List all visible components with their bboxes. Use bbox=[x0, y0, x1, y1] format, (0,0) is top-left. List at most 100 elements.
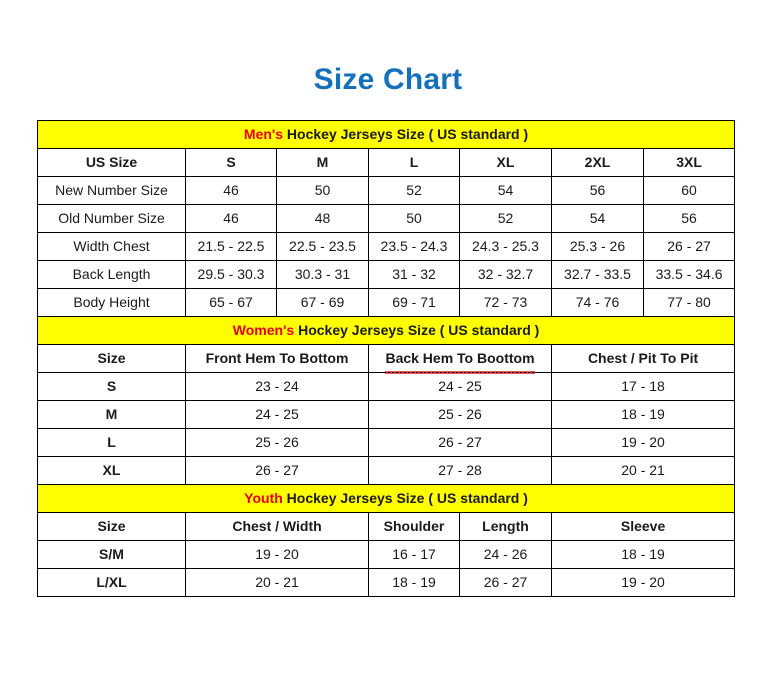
womens-col-head-0: Size bbox=[37, 344, 186, 373]
youth-header-row: Size Chest / Width Shoulder Length Sleev… bbox=[37, 512, 736, 541]
youth-row-0-val-2: 24 - 26 bbox=[459, 540, 552, 569]
youth-banner-accent: Youth bbox=[244, 490, 283, 506]
mens-row-1-val-2: 50 bbox=[368, 204, 460, 233]
mens-row-4-val-5: 77 - 80 bbox=[642, 288, 736, 317]
mens-row-2-val-0: 21.5 - 22.5 bbox=[185, 232, 277, 261]
mens-banner-accent: Men's bbox=[243, 126, 284, 142]
womens-section-banner: Women's Hockey Jerseys Size ( US standar… bbox=[36, 316, 736, 345]
youth-row-0-val-1: 16 - 17 bbox=[368, 540, 460, 569]
youth-col-head-2: Shoulder bbox=[368, 512, 460, 541]
youth-row-1-val-0: 20 - 21 bbox=[185, 568, 369, 597]
mens-row-0-val-4: 56 bbox=[551, 176, 644, 205]
mens-row-3-val-1: 30.3 - 31 bbox=[276, 260, 369, 289]
mens-row-0-val-1: 50 bbox=[276, 176, 369, 205]
mens-banner-row: Men's Hockey Jerseys Size ( US standard … bbox=[36, 120, 736, 149]
mens-row-2-val-5: 26 - 27 bbox=[642, 232, 736, 261]
mens-row-4-val-2: 69 - 71 bbox=[368, 288, 460, 317]
table-row: M 24 - 25 25 - 26 18 - 19 bbox=[37, 400, 736, 429]
womens-row-0-val-2: 17 - 18 bbox=[550, 372, 736, 401]
mens-section-banner: Men's Hockey Jerseys Size ( US standard … bbox=[36, 120, 736, 149]
womens-col-head-1: Front Hem To Bottom bbox=[185, 344, 369, 373]
youth-col-head-3: Length bbox=[459, 512, 552, 541]
youth-row-0-val-3: 18 - 19 bbox=[550, 540, 736, 569]
mens-row-3-val-4: 32.7 - 33.5 bbox=[551, 260, 644, 289]
mens-row-4-label: Body Height bbox=[37, 288, 186, 317]
youth-col-head-4: Sleeve bbox=[550, 512, 736, 541]
mens-row-0-val-5: 60 bbox=[642, 176, 736, 205]
womens-row-0-val-0: 23 - 24 bbox=[185, 372, 369, 401]
womens-header-row: Size Front Hem To Bottom Back Hem To Boo… bbox=[37, 344, 736, 374]
youth-row-1-val-3: 19 - 20 bbox=[550, 568, 736, 597]
mens-row-2-val-4: 25.3 - 26 bbox=[551, 232, 644, 261]
womens-row-3-label: XL bbox=[37, 456, 186, 485]
mens-col-head-0: US Size bbox=[37, 148, 186, 177]
table-row: L 25 - 26 26 - 27 19 - 20 bbox=[37, 428, 736, 457]
mens-col-head-3: L bbox=[368, 148, 460, 177]
mens-row-4-val-1: 67 - 69 bbox=[276, 288, 369, 317]
youth-row-0-label: S/M bbox=[37, 540, 186, 569]
mens-row-0-val-3: 54 bbox=[459, 176, 552, 205]
womens-row-3-val-0: 26 - 27 bbox=[185, 456, 369, 485]
mens-row-3-val-5: 33.5 - 34.6 bbox=[642, 260, 736, 289]
page-title: Size Chart bbox=[313, 63, 463, 96]
womens-row-1-label: M bbox=[37, 400, 186, 429]
womens-row-1-val-1: 25 - 26 bbox=[368, 400, 552, 429]
table-row: XL 26 - 27 27 - 28 20 - 21 bbox=[37, 456, 736, 485]
mens-row-2-val-2: 23.5 - 24.3 bbox=[368, 232, 460, 261]
mens-row-0-val-0: 46 bbox=[185, 176, 277, 205]
table-row: Body Height 65 - 67 67 - 69 69 - 71 72 -… bbox=[37, 288, 736, 317]
mens-row-3-val-2: 31 - 32 bbox=[368, 260, 460, 289]
youth-section-banner: Youth Hockey Jerseys Size ( US standard … bbox=[36, 484, 736, 513]
womens-row-3-val-1: 27 - 28 bbox=[368, 456, 552, 485]
mens-col-head-1: S bbox=[185, 148, 277, 177]
youth-col-head-0: Size bbox=[37, 512, 186, 541]
womens-row-1-val-2: 18 - 19 bbox=[550, 400, 736, 429]
womens-banner-rest: Hockey Jerseys Size ( US standard ) bbox=[294, 322, 540, 338]
mens-row-3-val-0: 29.5 - 30.3 bbox=[185, 260, 277, 289]
youth-banner-row: Youth Hockey Jerseys Size ( US standard … bbox=[36, 484, 736, 513]
womens-col-head-3: Chest / Pit To Pit bbox=[550, 344, 736, 373]
youth-row-0-val-0: 19 - 20 bbox=[185, 540, 369, 569]
table-row: Back Length 29.5 - 30.3 30.3 - 31 31 - 3… bbox=[37, 260, 736, 289]
mens-row-1-val-1: 48 bbox=[276, 204, 369, 233]
mens-row-1-val-3: 52 bbox=[459, 204, 552, 233]
mens-row-1-val-5: 56 bbox=[642, 204, 736, 233]
mens-row-1-val-4: 54 bbox=[551, 204, 644, 233]
table-row: Width Chest 21.5 - 22.5 22.5 - 23.5 23.5… bbox=[37, 232, 736, 261]
mens-row-4-val-3: 72 - 73 bbox=[459, 288, 552, 317]
mens-row-3-val-3: 32 - 32.7 bbox=[459, 260, 552, 289]
youth-col-head-1: Chest / Width bbox=[185, 512, 369, 541]
table-row: L/XL 20 - 21 18 - 19 26 - 27 19 - 20 bbox=[37, 568, 736, 597]
table-row: Old Number Size 46 48 50 52 54 56 bbox=[37, 204, 736, 233]
mens-header-row: US Size S M L XL 2XL 3XL bbox=[37, 148, 736, 177]
mens-row-4-val-0: 65 - 67 bbox=[185, 288, 277, 317]
womens-row-2-val-1: 26 - 27 bbox=[368, 428, 552, 457]
mens-row-2-label: Width Chest bbox=[37, 232, 186, 261]
mens-row-1-label: Old Number Size bbox=[37, 204, 186, 233]
mens-col-head-4: XL bbox=[459, 148, 552, 177]
womens-row-2-val-0: 25 - 26 bbox=[185, 428, 369, 457]
womens-row-0-val-1: 24 - 25 bbox=[368, 372, 552, 401]
table-row: New Number Size 46 50 52 54 56 60 bbox=[37, 176, 736, 205]
mens-row-4-val-4: 74 - 76 bbox=[551, 288, 644, 317]
size-chart-table-wrapper: Men's Hockey Jerseys Size ( US standard … bbox=[36, 120, 736, 597]
womens-banner-row: Women's Hockey Jerseys Size ( US standar… bbox=[36, 316, 736, 345]
mens-col-head-2: M bbox=[276, 148, 369, 177]
womens-col-head-2-text: Back Hem To Boottom bbox=[385, 345, 535, 374]
womens-row-3-val-2: 20 - 21 bbox=[550, 456, 736, 485]
youth-banner-rest: Hockey Jerseys Size ( US standard ) bbox=[282, 490, 528, 506]
womens-col-head-2: Back Hem To Boottom bbox=[368, 344, 552, 374]
table-row: S 23 - 24 24 - 25 17 - 18 bbox=[37, 372, 736, 401]
womens-row-1-val-0: 24 - 25 bbox=[185, 400, 369, 429]
mens-col-head-5: 2XL bbox=[551, 148, 644, 177]
womens-banner-accent: Women's bbox=[232, 322, 295, 338]
mens-row-2-val-1: 22.5 - 23.5 bbox=[276, 232, 369, 261]
mens-row-0-label: New Number Size bbox=[37, 176, 186, 205]
mens-row-0-val-2: 52 bbox=[368, 176, 460, 205]
mens-col-head-6: 3XL bbox=[642, 148, 736, 177]
mens-row-1-val-0: 46 bbox=[185, 204, 277, 233]
table-row: S/M 19 - 20 16 - 17 24 - 26 18 - 19 bbox=[37, 540, 736, 569]
mens-row-2-val-3: 24.3 - 25.3 bbox=[459, 232, 552, 261]
youth-row-1-val-2: 26 - 27 bbox=[459, 568, 552, 597]
